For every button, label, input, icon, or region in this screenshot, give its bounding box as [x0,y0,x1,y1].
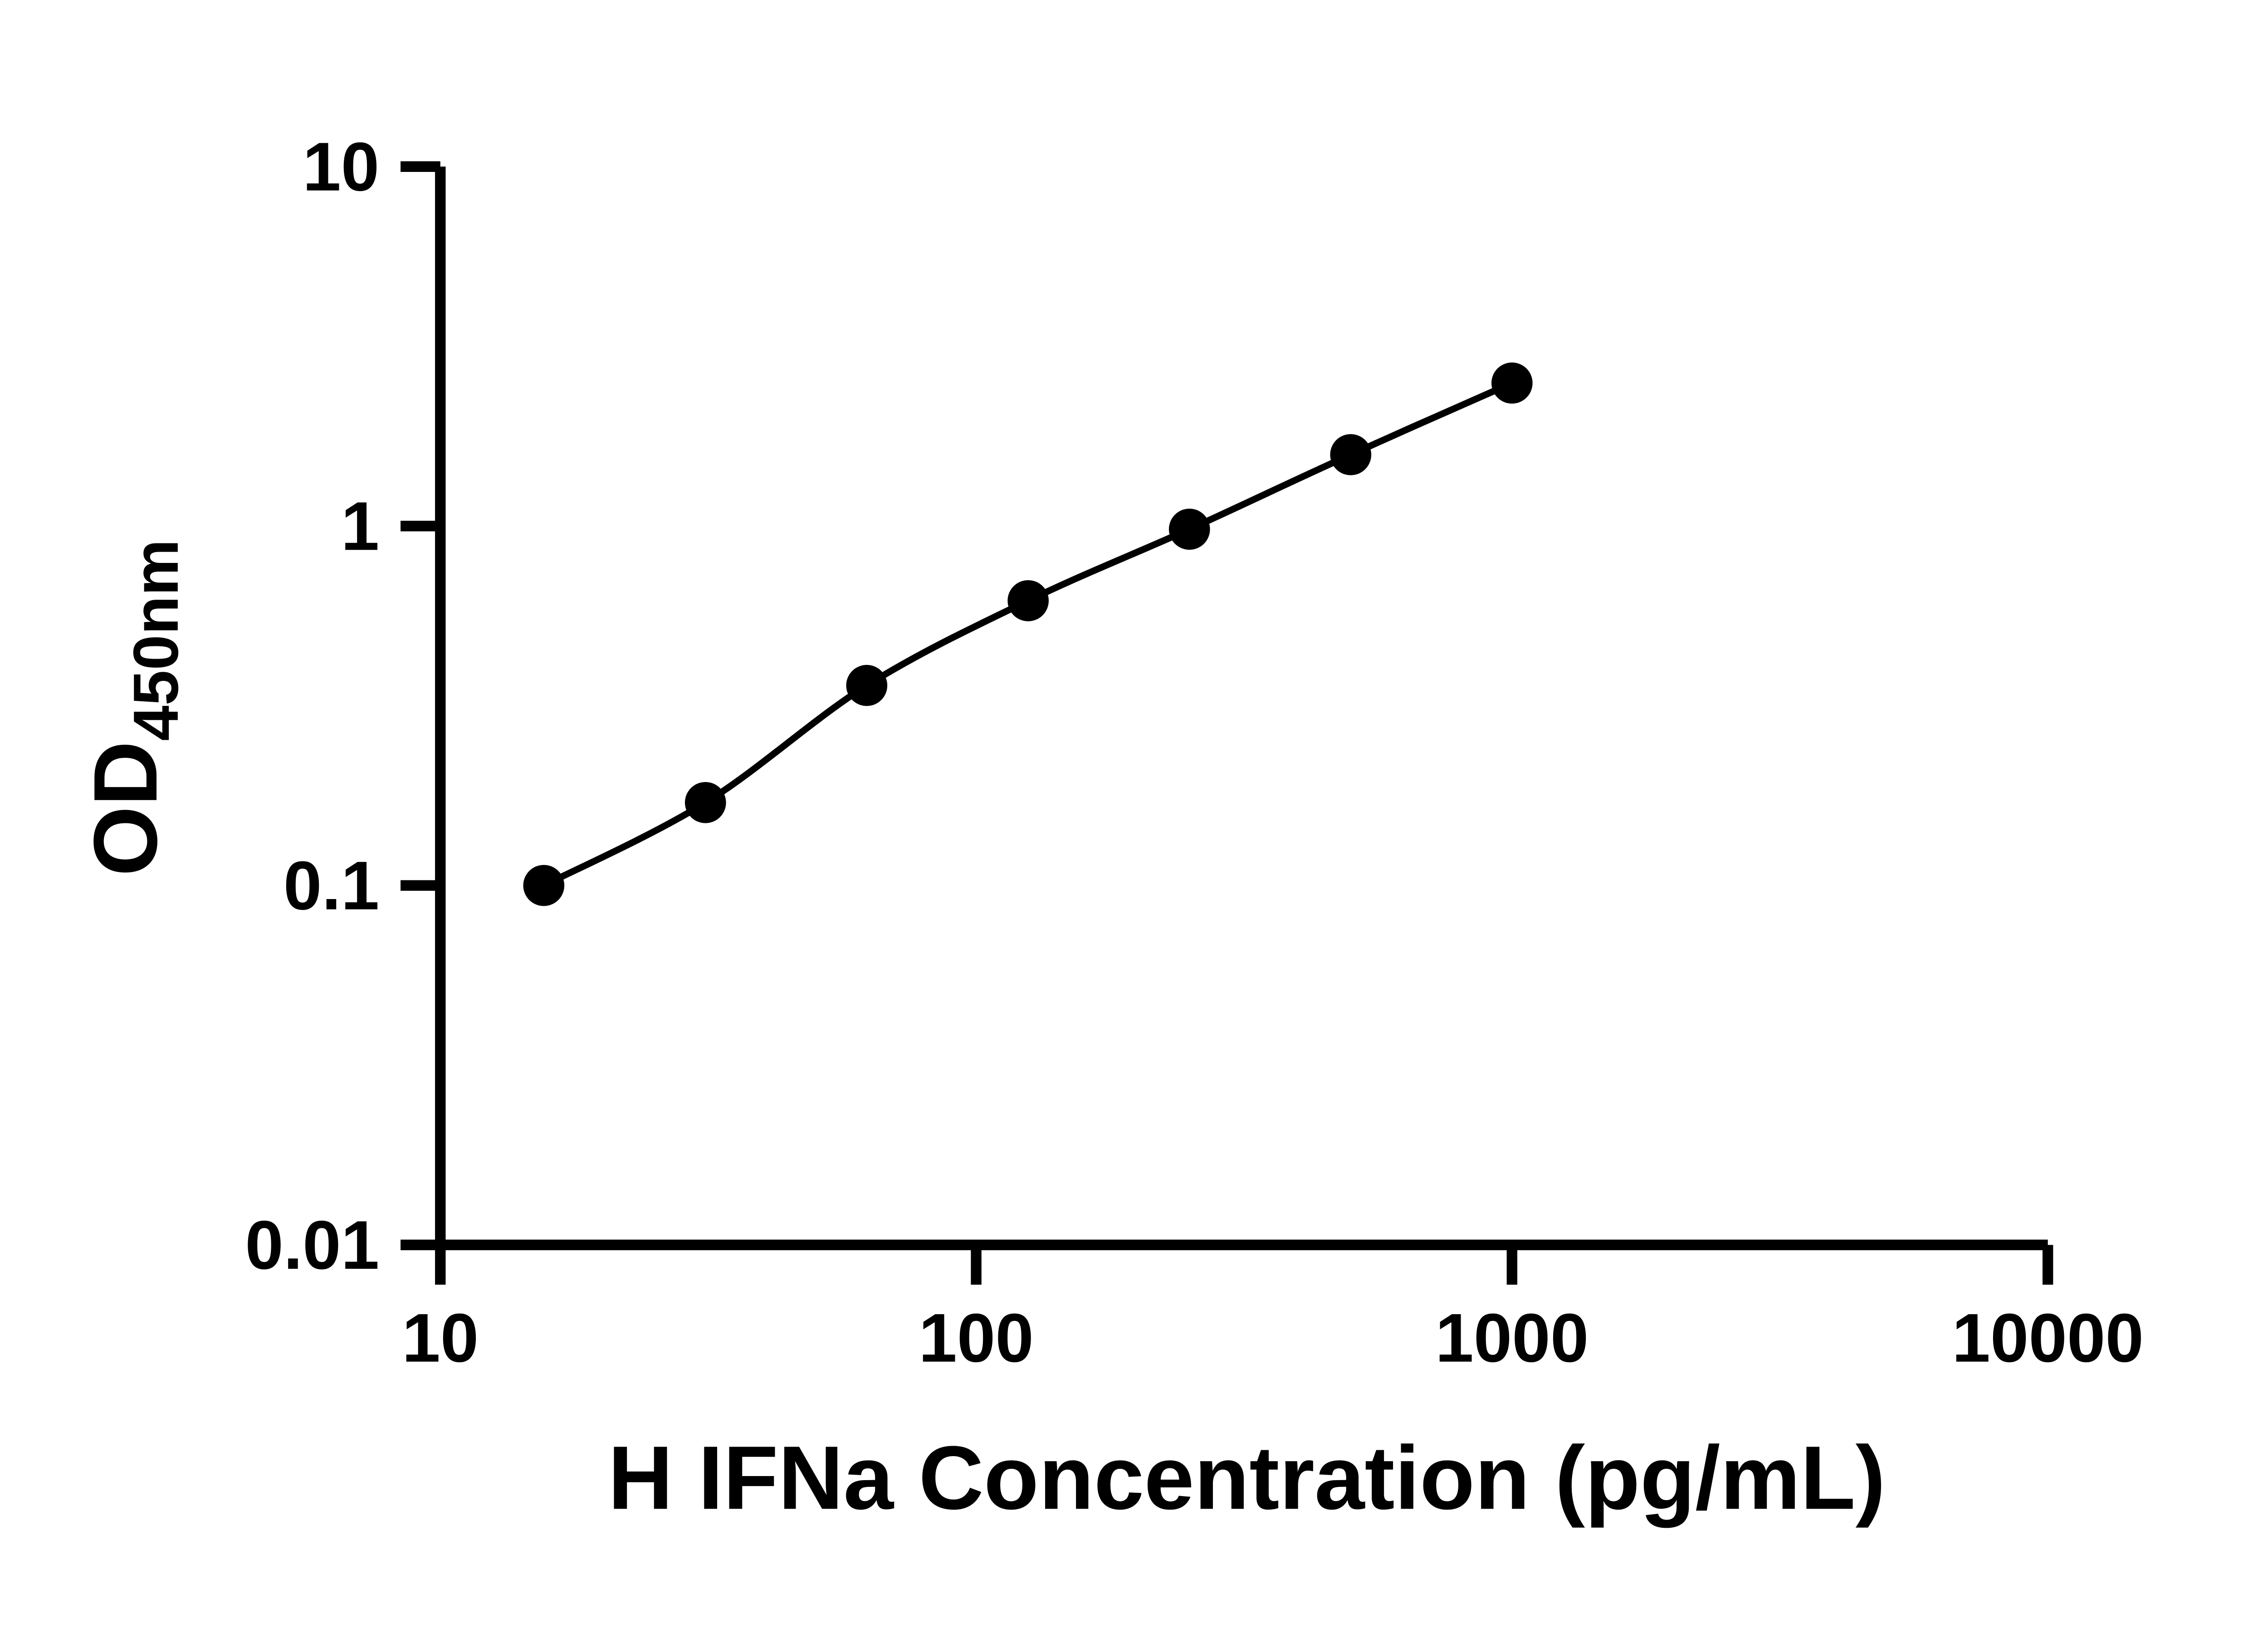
data-point [1007,580,1049,621]
y-axis-title-main: OD [75,741,176,876]
axis-frame [435,166,2048,1251]
plot-area: 10 100 1000 10000 0.01 0.1 1 10 [245,128,2144,1377]
data-point [1491,362,1533,404]
data-point [1168,508,1210,550]
data-point [1330,434,1372,475]
x-axis-tick-label: 10000 [1952,1300,2144,1377]
x-axis-tick-label: 10 [402,1300,479,1377]
data-point [846,665,888,706]
y-axis-title-subscript: 450nm [120,539,191,741]
x-axis-title: H IFNa Concentration (pg/mL) [608,1428,1886,1528]
y-axis-tick-label: 0.01 [245,1207,379,1284]
y-axis-tick-label: 10 [303,128,379,205]
x-axis-tick-label: 100 [919,1300,1034,1377]
x-axis-tick-label: 1000 [1435,1300,1589,1377]
y-axis-title: OD450nm [75,539,191,876]
data-point [684,782,726,823]
y-axis-tick-label: 1 [341,488,380,565]
data-point [523,865,565,906]
y-axis-tick-label: 0.1 [284,847,379,924]
